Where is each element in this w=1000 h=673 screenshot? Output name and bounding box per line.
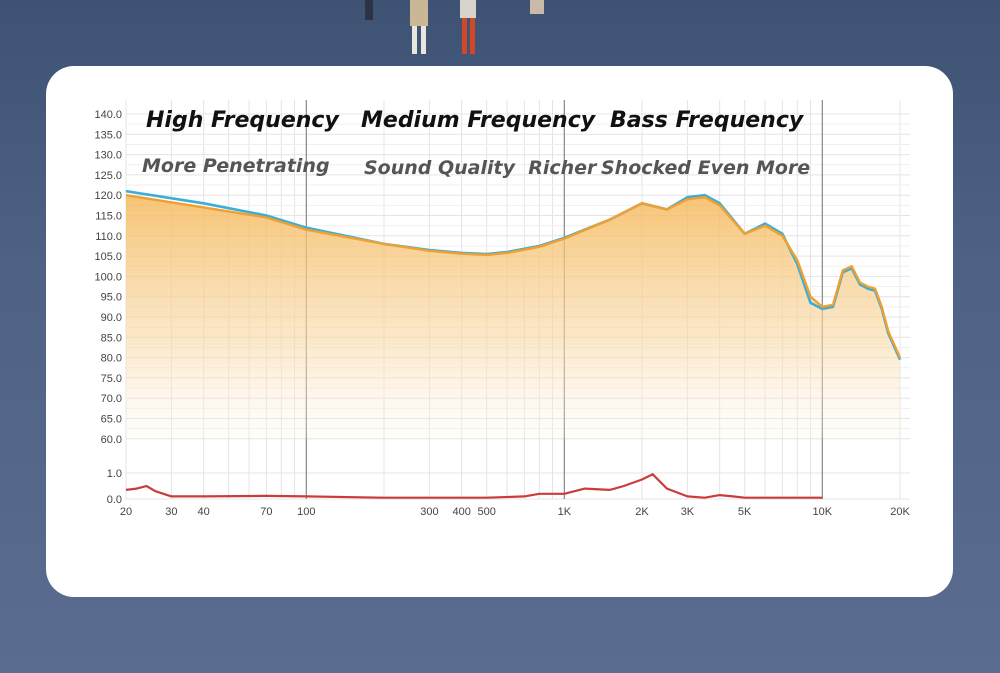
x-tick-label: 5K — [738, 506, 752, 518]
y-tick-label: 100.0 — [94, 271, 122, 283]
heading-bass-frequency: Bass Frequency — [610, 108, 804, 133]
heading-high-frequency: High Frequency — [146, 108, 339, 133]
x-tick-label: 30 — [165, 506, 177, 518]
x-tick-label: 300 — [420, 506, 438, 518]
y-tick-label: 120.0 — [94, 190, 122, 202]
y-tick-label: 135.0 — [94, 129, 122, 141]
y-tick-label: 115.0 — [95, 211, 122, 223]
x-tick-label: 500 — [477, 506, 495, 518]
y-tick-label: 105.0 — [94, 251, 122, 263]
response-fill-area — [126, 195, 900, 439]
x-tick-label: 100 — [297, 506, 315, 518]
subtitle-sound-quality-richer: Sound Quality Richer — [364, 157, 597, 179]
x-tick-label: 20 — [120, 506, 132, 518]
series-line-red — [125, 473, 823, 499]
subtitle-more-penetrating: More Penetrating — [142, 155, 330, 177]
people-figures-decoration — [365, 0, 544, 54]
x-tick-label: 10K — [813, 506, 833, 518]
y-tick-label: 125.0 — [94, 170, 122, 182]
y-tick-label: 75.0 — [101, 373, 122, 385]
x-tick-label: 400 — [452, 506, 470, 518]
subtitle-shocked-even-more: Shocked Even More — [601, 157, 811, 179]
x-tick-label: 2K — [635, 506, 649, 518]
y-tick-label: 130.0 — [94, 150, 122, 162]
heading-medium-frequency: Medium Frequency — [361, 108, 596, 133]
y-tick-label: 70.0 — [101, 393, 122, 405]
y-tick-label: 0.0 — [107, 494, 122, 506]
y-tick-label: 60.0 — [101, 434, 122, 446]
x-tick-label: 3K — [681, 506, 695, 518]
x-tick-label: 40 — [198, 506, 210, 518]
y-tick-label: 85.0 — [101, 332, 122, 344]
y-tick-label: 65.0 — [101, 414, 122, 426]
series-line-orange — [125, 194, 902, 359]
x-tick-label: 70 — [260, 506, 272, 518]
x-tick-label: 1K — [558, 506, 572, 518]
y-tick-label: 110.0 — [95, 231, 122, 243]
y-tick-label: 80.0 — [101, 353, 122, 365]
frequency-response-chart: 140.0 135.0 130.0 125.0 120.0 115.0 110.0 105.0… — [94, 100, 910, 518]
y-tick-label: 1.0 — [107, 468, 122, 480]
y-tick-label: 90.0 — [101, 312, 122, 324]
x-tick-label: 20K — [890, 506, 910, 518]
y-tick-label: 95.0 — [101, 292, 122, 304]
y-tick-label: 140.0 — [94, 109, 122, 121]
chart-card: 140.0 135.0 130.0 125.0 120.0 115.0 110.0 105.0… — [46, 66, 953, 597]
